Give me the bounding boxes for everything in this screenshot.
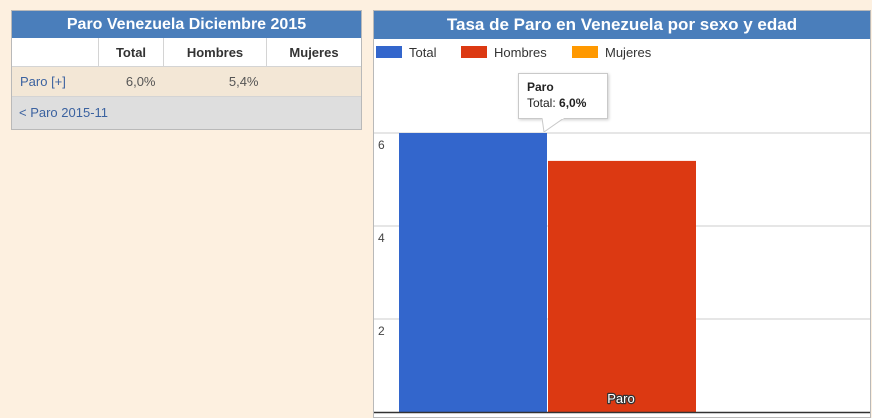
column-header-mujeres: Mujeres [266,38,361,67]
tooltip-value: 6,0% [559,96,587,110]
y-tick-label-6: 6 [378,138,385,152]
legend-label-total: Total [409,45,437,60]
chart-tooltip: Paro Total: 6,0% [518,73,608,119]
table-footer: < Paro 2015-11 [12,97,361,129]
bar-total-paro[interactable] [399,133,547,412]
tooltip-title: Paro [527,80,554,94]
legend-swatch-hombres [461,46,487,58]
previous-period-link[interactable]: < Paro 2015-11 [19,105,109,120]
mujeres-value [266,66,361,97]
tooltip-label: Total: [527,96,556,110]
chart-title: Tasa de Paro en Venezuela por sexo y eda… [374,11,870,39]
hombres-value: 5,4% [163,66,267,97]
legend-item-total[interactable]: Total [376,45,436,60]
paro-expand-link[interactable]: Paro [+] [20,74,66,89]
legend-item-mujeres[interactable]: Mujeres [572,45,651,60]
tooltip-pointer-icon [542,118,564,132]
column-header-hombres: Hombres [163,38,267,67]
bar-hombres-paro[interactable] [548,160,696,412]
data-table: Total Hombres Mujeres Paro [+] 6,0% 5,4% [12,38,361,97]
legend-label-hombres: Hombres [494,45,547,60]
total-value: 6,0% [98,66,164,97]
row-label-cell: Paro [+] [12,66,99,97]
table-panel: Paro Venezuela Diciembre 2015 Total Homb… [11,10,362,130]
chart-panel: Tasa de Paro en Venezuela por sexo y eda… [373,10,871,418]
category-label-paro: Paro [607,391,634,406]
legend-label-mujeres: Mujeres [605,45,652,60]
column-header-empty [12,38,99,67]
bar-chart: 2 4 6 Paro [374,132,870,414]
y-tick-label-2: 2 [378,324,385,338]
table-row: Paro [+] 6,0% 5,4% [12,66,361,97]
column-header-total: Total [98,38,164,67]
table-header-row: Total Hombres Mujeres [12,38,361,67]
legend-swatch-total [376,46,402,58]
legend-swatch-mujeres [572,46,598,58]
legend-item-hombres[interactable]: Hombres [461,45,547,60]
table-title: Paro Venezuela Diciembre 2015 [12,11,361,38]
y-tick-label-4: 4 [378,231,385,245]
